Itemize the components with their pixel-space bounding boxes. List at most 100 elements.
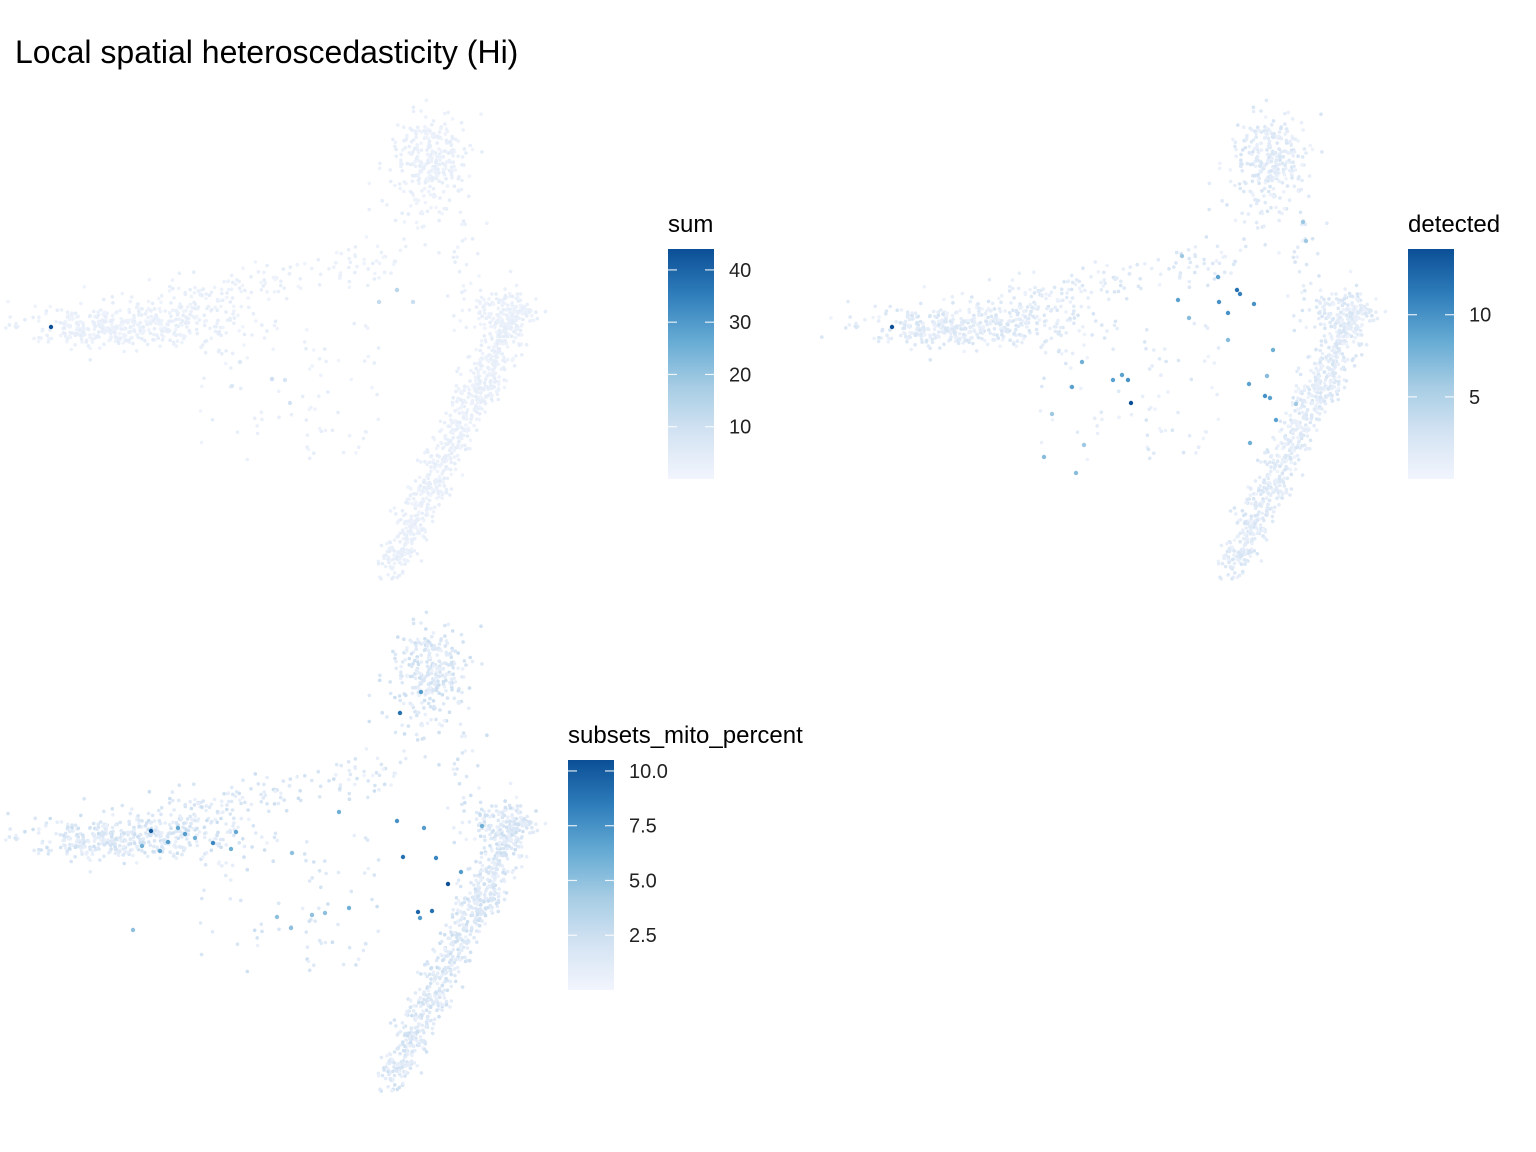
scatter-point xyxy=(1318,357,1323,362)
scatter-point xyxy=(1254,132,1258,136)
scatter-point xyxy=(84,338,89,343)
scatter-point xyxy=(399,152,403,157)
scatter-point xyxy=(336,358,341,363)
scatter-point xyxy=(1314,298,1319,303)
scatter-point xyxy=(482,308,487,312)
scatter-point xyxy=(1295,453,1300,458)
scatter-point xyxy=(484,355,488,359)
scatter-point xyxy=(6,299,10,304)
scatter-point xyxy=(432,132,437,136)
scatter-point xyxy=(1291,442,1295,447)
scatter-point xyxy=(1042,323,1047,328)
scatter-point xyxy=(932,327,937,332)
scatter-point xyxy=(1290,176,1294,180)
scatter-point xyxy=(271,859,276,863)
scatter-point xyxy=(437,147,442,152)
scatter-point xyxy=(234,278,239,282)
scatter-point xyxy=(519,333,524,337)
scatter-point xyxy=(393,771,398,776)
scatter-point xyxy=(191,826,195,831)
scatter-point xyxy=(423,243,428,247)
scatter-point xyxy=(403,1074,407,1078)
scatter-point xyxy=(431,699,436,703)
scatter-point xyxy=(1052,285,1057,290)
scatter-point xyxy=(196,305,201,309)
scatter-point xyxy=(398,698,403,703)
scatter-point xyxy=(480,150,484,154)
scatter-point xyxy=(1259,169,1264,174)
scatter-point xyxy=(204,296,208,301)
scatter-point xyxy=(1303,427,1307,432)
scatter-point xyxy=(172,844,176,848)
scatter-point xyxy=(967,330,971,335)
scatter-point xyxy=(442,149,447,153)
scatter-point xyxy=(425,644,430,648)
scatter-point xyxy=(1274,175,1278,179)
scatter-point xyxy=(435,666,439,671)
scatter-point xyxy=(514,296,519,301)
scatter-point xyxy=(847,323,852,327)
scatter-point xyxy=(63,334,68,339)
scatter-point xyxy=(1094,319,1098,323)
scatter-point xyxy=(1225,542,1229,546)
scatter-point xyxy=(272,802,277,806)
scatter-point xyxy=(1059,287,1064,292)
scatter-point xyxy=(1178,271,1183,275)
scatter-point xyxy=(399,158,403,162)
scatter-point xyxy=(14,833,18,838)
scatter-point xyxy=(201,799,206,803)
highlight-point xyxy=(1216,299,1222,305)
scatter-point xyxy=(403,521,407,525)
scatter-point xyxy=(1196,445,1201,450)
scatter-point xyxy=(424,610,429,615)
scatter-point xyxy=(263,793,268,798)
scatter-point xyxy=(489,324,493,329)
scatter-point xyxy=(1337,379,1341,384)
scatter-point xyxy=(489,397,494,401)
scatter-point xyxy=(1337,348,1341,353)
scatter-point xyxy=(336,870,341,875)
scatter-point xyxy=(1210,385,1214,390)
color-bar-tick-label: 30 xyxy=(729,312,751,334)
scatter-point xyxy=(1293,467,1298,472)
scatter-point xyxy=(224,843,228,847)
scatter-point xyxy=(388,680,393,684)
scatter-point xyxy=(1223,564,1228,569)
scatter-point xyxy=(487,345,491,350)
scatter-point xyxy=(229,287,234,292)
scatter-point xyxy=(480,314,484,319)
scatter-point xyxy=(1328,320,1332,325)
scatter-point xyxy=(478,322,483,327)
scatter-point xyxy=(425,132,430,136)
scatter-point xyxy=(194,327,199,332)
scatter-point xyxy=(515,292,520,296)
scatter-point xyxy=(1079,386,1083,391)
scatter-point xyxy=(1202,359,1207,363)
scatter-point xyxy=(123,838,128,843)
scatter-point xyxy=(534,310,538,315)
scatter-point xyxy=(1319,343,1324,348)
scatter-point xyxy=(303,262,307,266)
scatter-point xyxy=(228,300,233,304)
scatter-point xyxy=(255,943,260,948)
scatter-point xyxy=(1014,327,1018,332)
scatter-point xyxy=(453,921,458,925)
scatter-point xyxy=(327,779,331,783)
scatter-point xyxy=(1335,362,1340,367)
scatter-point xyxy=(460,239,465,243)
scatter-point xyxy=(1361,317,1365,322)
scatter-point xyxy=(147,789,152,794)
scatter-point xyxy=(391,774,396,779)
scatter-point xyxy=(1263,450,1267,455)
scatter-point xyxy=(1068,316,1072,321)
scatter-point xyxy=(423,637,427,641)
scatter-point xyxy=(1153,407,1157,411)
scatter-point xyxy=(226,279,231,283)
scatter-point xyxy=(1144,346,1148,351)
scatter-point xyxy=(439,953,443,957)
scatter-point xyxy=(844,326,848,330)
scatter-point xyxy=(347,279,352,284)
scatter-point xyxy=(468,379,472,383)
scatter-point xyxy=(143,312,148,316)
scatter-point xyxy=(228,316,232,321)
